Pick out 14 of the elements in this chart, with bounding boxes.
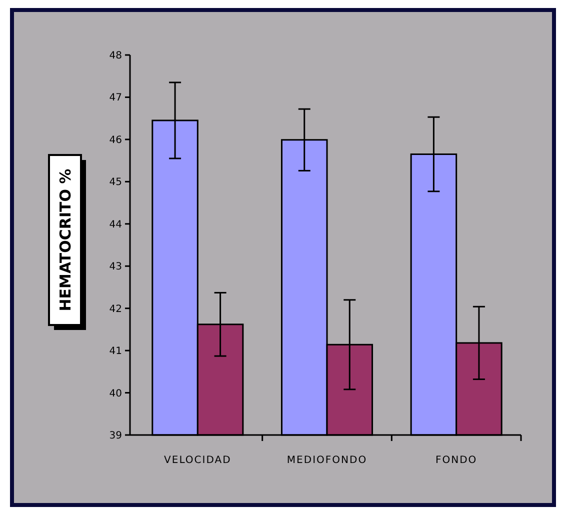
x-tick-label: MEDIOFONDO: [286, 455, 368, 466]
y-tick-label: 43: [109, 262, 122, 273]
x-tick-label: FONDO: [435, 455, 478, 466]
y-tick-label: 48: [109, 50, 122, 62]
y-tick-label: 47: [109, 92, 122, 104]
x-tick-label: VELOCIDAD: [164, 455, 232, 466]
y-tick-label: 45: [109, 177, 122, 188]
y-tick-label: 44: [109, 219, 122, 230]
y-tick-label: 40: [109, 388, 122, 400]
y-axis-title: HEMATOCRITO %: [56, 168, 74, 312]
y-tick-label: 41: [109, 346, 122, 358]
y-tick-label: 46: [109, 134, 122, 146]
y-tick-label: 39: [109, 430, 122, 442]
y-tick-label: 42: [109, 304, 122, 315]
